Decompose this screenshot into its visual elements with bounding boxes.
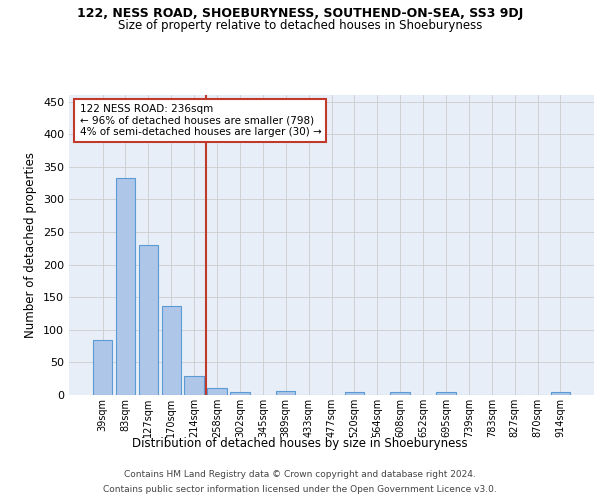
- Text: 122, NESS ROAD, SHOEBURYNESS, SOUTHEND-ON-SEA, SS3 9DJ: 122, NESS ROAD, SHOEBURYNESS, SOUTHEND-O…: [77, 8, 523, 20]
- Y-axis label: Number of detached properties: Number of detached properties: [25, 152, 37, 338]
- Bar: [184, 376, 204, 395]
- Bar: [551, 392, 570, 395]
- Bar: [230, 392, 250, 395]
- Text: Contains public sector information licensed under the Open Government Licence v3: Contains public sector information licen…: [103, 485, 497, 494]
- Bar: [116, 178, 135, 395]
- Bar: [436, 392, 455, 395]
- Text: 122 NESS ROAD: 236sqm
← 96% of detached houses are smaller (798)
4% of semi-deta: 122 NESS ROAD: 236sqm ← 96% of detached …: [79, 104, 321, 137]
- Bar: [391, 392, 410, 395]
- Text: Distribution of detached houses by size in Shoeburyness: Distribution of detached houses by size …: [132, 438, 468, 450]
- Bar: [93, 340, 112, 395]
- Text: Size of property relative to detached houses in Shoeburyness: Size of property relative to detached ho…: [118, 19, 482, 32]
- Bar: [161, 306, 181, 395]
- Text: Contains HM Land Registry data © Crown copyright and database right 2024.: Contains HM Land Registry data © Crown c…: [124, 470, 476, 479]
- Bar: [208, 388, 227, 395]
- Bar: [139, 245, 158, 395]
- Bar: [276, 391, 295, 395]
- Bar: [344, 392, 364, 395]
